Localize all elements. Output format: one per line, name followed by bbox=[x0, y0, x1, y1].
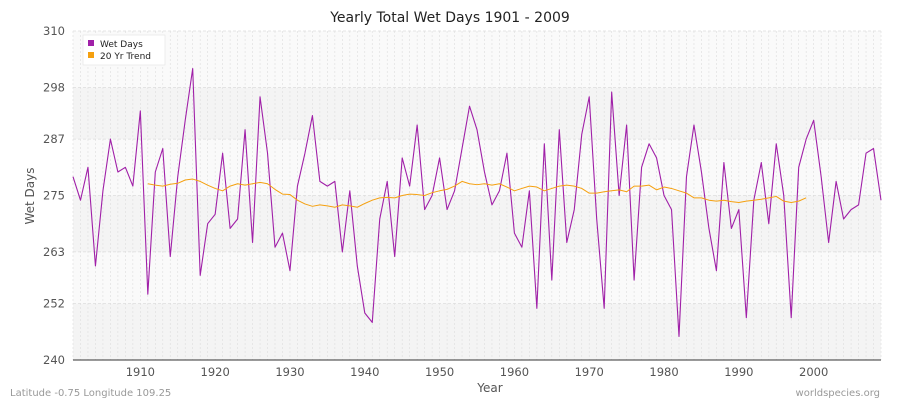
y-axis-label: Wet Days bbox=[23, 167, 37, 224]
x-tick-label: 1990 bbox=[724, 365, 753, 379]
x-tick-label: 1920 bbox=[201, 365, 230, 379]
x-tick-label: 1910 bbox=[126, 365, 155, 379]
legend-label-wet-days: Wet Days bbox=[100, 40, 143, 50]
x-tick-label: 1980 bbox=[649, 365, 678, 379]
y-tick-label: 263 bbox=[43, 245, 65, 259]
y-tick-label: 287 bbox=[43, 132, 65, 146]
x-axis-label: Year bbox=[476, 381, 502, 395]
legend-swatch-wet-days bbox=[88, 40, 94, 46]
y-tick-label: 298 bbox=[43, 80, 65, 94]
footer-source: worldspecies.org bbox=[796, 388, 880, 399]
legend-box bbox=[82, 34, 166, 66]
legend-swatch-trend bbox=[88, 52, 94, 58]
y-tick-label: 240 bbox=[43, 353, 65, 367]
x-tick-labels: 1910 1920 1930 1940 1950 1960 1970 1980 1990 2000 bbox=[126, 365, 829, 379]
x-tick-label: 1950 bbox=[425, 365, 454, 379]
x-tick-label: 1940 bbox=[350, 365, 379, 379]
x-tick-label: 2000 bbox=[799, 365, 828, 379]
y-tick-label: 275 bbox=[43, 189, 65, 203]
series-line-trend bbox=[147, 178, 807, 208]
x-tick-label: 1960 bbox=[500, 365, 529, 379]
series-line-wet-days bbox=[72, 68, 882, 338]
series-lines bbox=[72, 68, 882, 338]
footer-coordinates: Latitude -0.75 Longitude 109.25 bbox=[10, 388, 171, 399]
y-tick-label: 310 bbox=[43, 24, 65, 38]
x-tick-label: 1970 bbox=[575, 365, 604, 379]
y-tick-labels: 240 252 263 275 287 298 310 bbox=[43, 24, 65, 367]
chart-title: Yearly Total Wet Days 1901 - 2009 bbox=[329, 10, 570, 26]
legend: Wet Days 20 Yr Trend bbox=[82, 34, 166, 66]
legend-label-trend: 20 Yr Trend bbox=[100, 52, 151, 62]
y-tick-label: 252 bbox=[43, 297, 65, 311]
x-tick-label: 1930 bbox=[275, 365, 304, 379]
